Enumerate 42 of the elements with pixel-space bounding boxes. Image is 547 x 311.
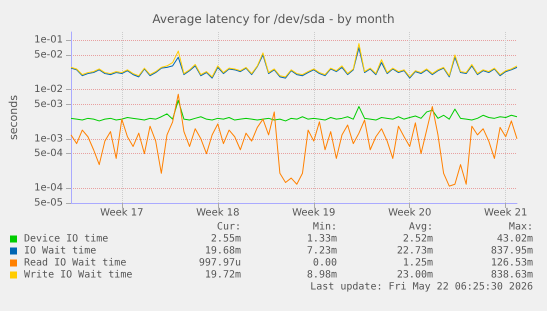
text: 7.23m bbox=[306, 246, 338, 256]
x-tick-label: Week 19 bbox=[292, 208, 336, 218]
text: 2.52m bbox=[402, 234, 434, 244]
text: 0.00 bbox=[312, 258, 338, 268]
chart-title: Average latency for /dev/sda - by month bbox=[152, 12, 395, 26]
legend-label: Device IO time bbox=[24, 234, 108, 244]
text: 1.33m bbox=[306, 234, 338, 244]
y-axis-title: seconds bbox=[7, 94, 20, 140]
text: Max: bbox=[508, 222, 534, 232]
y-tick-label: 1e-03 bbox=[34, 133, 63, 144]
text: 8.98m bbox=[306, 270, 338, 280]
y-tick-label: 5e-02 bbox=[34, 49, 63, 60]
text: 997.97u bbox=[198, 258, 242, 268]
text: 837.95m bbox=[490, 246, 534, 256]
text: Last update: Fri May 22 06:25:30 2026 bbox=[310, 282, 534, 292]
y-tick-label: 1e-01 bbox=[34, 34, 63, 46]
y-tick-label: 1e-04 bbox=[34, 182, 63, 194]
x-tick-label: Week 21 bbox=[484, 208, 528, 218]
text: Avg: bbox=[408, 222, 434, 232]
legend-label: IO Wait time bbox=[24, 246, 96, 256]
y-tick-label: 5e-05 bbox=[34, 198, 63, 208]
x-tick-label: Week 18 bbox=[196, 208, 240, 218]
legend-label: Read IO Wait time bbox=[24, 258, 126, 268]
text: 1.25m bbox=[402, 258, 434, 268]
line-series bbox=[70, 94, 518, 187]
text: 19.72m bbox=[204, 270, 241, 280]
text: 23.00m bbox=[396, 270, 433, 280]
text: 838.63m bbox=[490, 270, 534, 280]
legend-label: Write IO Wait time bbox=[24, 270, 132, 280]
text: 22.73m bbox=[396, 246, 433, 256]
text: Min: bbox=[312, 222, 338, 232]
y-tick-label: 5e-04 bbox=[34, 148, 63, 160]
x-tick-label: Week 20 bbox=[388, 208, 432, 218]
text: 126.53m bbox=[490, 258, 534, 268]
text: Cur: bbox=[216, 222, 242, 232]
text: 43.02m bbox=[496, 234, 533, 244]
x-tick-label: Week 17 bbox=[100, 208, 144, 218]
text: 19.68m bbox=[204, 246, 241, 256]
text: 2.55m bbox=[210, 234, 242, 244]
y-tick-label: 5e-03 bbox=[34, 98, 63, 110]
y-tick-label: 1e-02 bbox=[34, 84, 63, 95]
line-series bbox=[70, 100, 518, 122]
